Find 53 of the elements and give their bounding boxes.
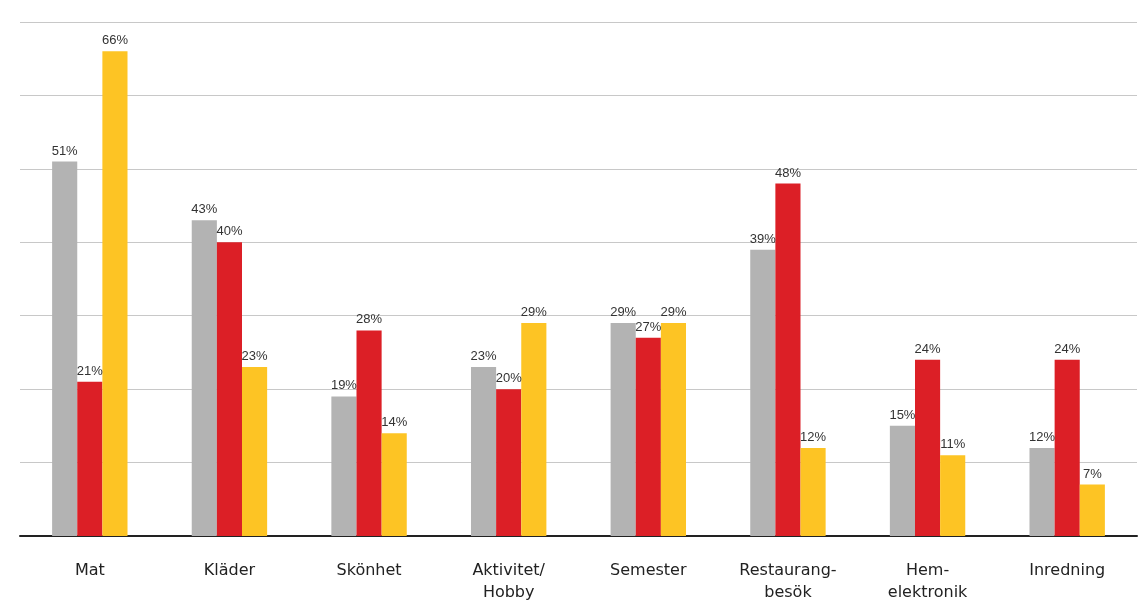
bar: [660, 323, 687, 536]
bar: [521, 323, 547, 536]
data-label: 12%: [800, 428, 827, 444]
data-label: 24%: [1054, 340, 1081, 356]
data-label: 11%: [940, 436, 966, 452]
x-tick-label: Semester: [610, 559, 687, 579]
data-label: 51%: [51, 142, 79, 158]
bar: [470, 367, 497, 536]
data-label: 12%: [1029, 428, 1056, 444]
bar: [1079, 484, 1105, 536]
data-label: 23%: [241, 348, 269, 364]
bar: [775, 183, 801, 536]
x-tick-label: Kläder: [203, 559, 256, 579]
data-label: 29%: [520, 304, 548, 320]
data-label: 24%: [914, 340, 942, 356]
bar: [1029, 447, 1055, 536]
x-tick-label: Inredning: [1029, 559, 1106, 579]
data-label: 29%: [610, 304, 637, 320]
bar: [750, 249, 776, 536]
data-label: 19%: [330, 377, 358, 393]
bar: [940, 455, 966, 536]
x-tick-label: Restaurang- besök: [739, 559, 837, 601]
bar: [331, 396, 357, 536]
bar: [102, 51, 128, 536]
bar: [77, 381, 103, 536]
bar: [915, 359, 941, 536]
x-tick-label: Aktivitet/ Hobby: [472, 559, 546, 601]
data-label: 29%: [660, 304, 687, 320]
bar: [635, 337, 661, 536]
x-tick-label: Hem- elektronik: [887, 559, 969, 601]
x-tick-label: Mat: [74, 559, 105, 579]
data-label: 43%: [191, 201, 218, 217]
data-label: 15%: [889, 406, 916, 422]
bar: [52, 161, 78, 536]
bar: [356, 330, 382, 536]
bar: [242, 367, 268, 536]
data-label: 23%: [470, 348, 497, 364]
bar: [216, 242, 242, 536]
data-label: 14%: [381, 414, 408, 430]
bar: [889, 425, 915, 536]
bar: [496, 389, 522, 536]
data-label: 66%: [101, 32, 129, 48]
data-label: 7%: [1082, 465, 1103, 481]
data-label: 40%: [216, 223, 243, 239]
bar: [191, 220, 217, 536]
bar: [610, 323, 636, 536]
data-label: 27%: [635, 318, 662, 334]
bar: [800, 447, 826, 536]
x-tick-label: Skönhet: [336, 559, 402, 579]
bar: [381, 433, 407, 536]
bar: [1054, 359, 1080, 536]
data-label: 48%: [774, 164, 802, 180]
data-label: 28%: [356, 311, 383, 327]
